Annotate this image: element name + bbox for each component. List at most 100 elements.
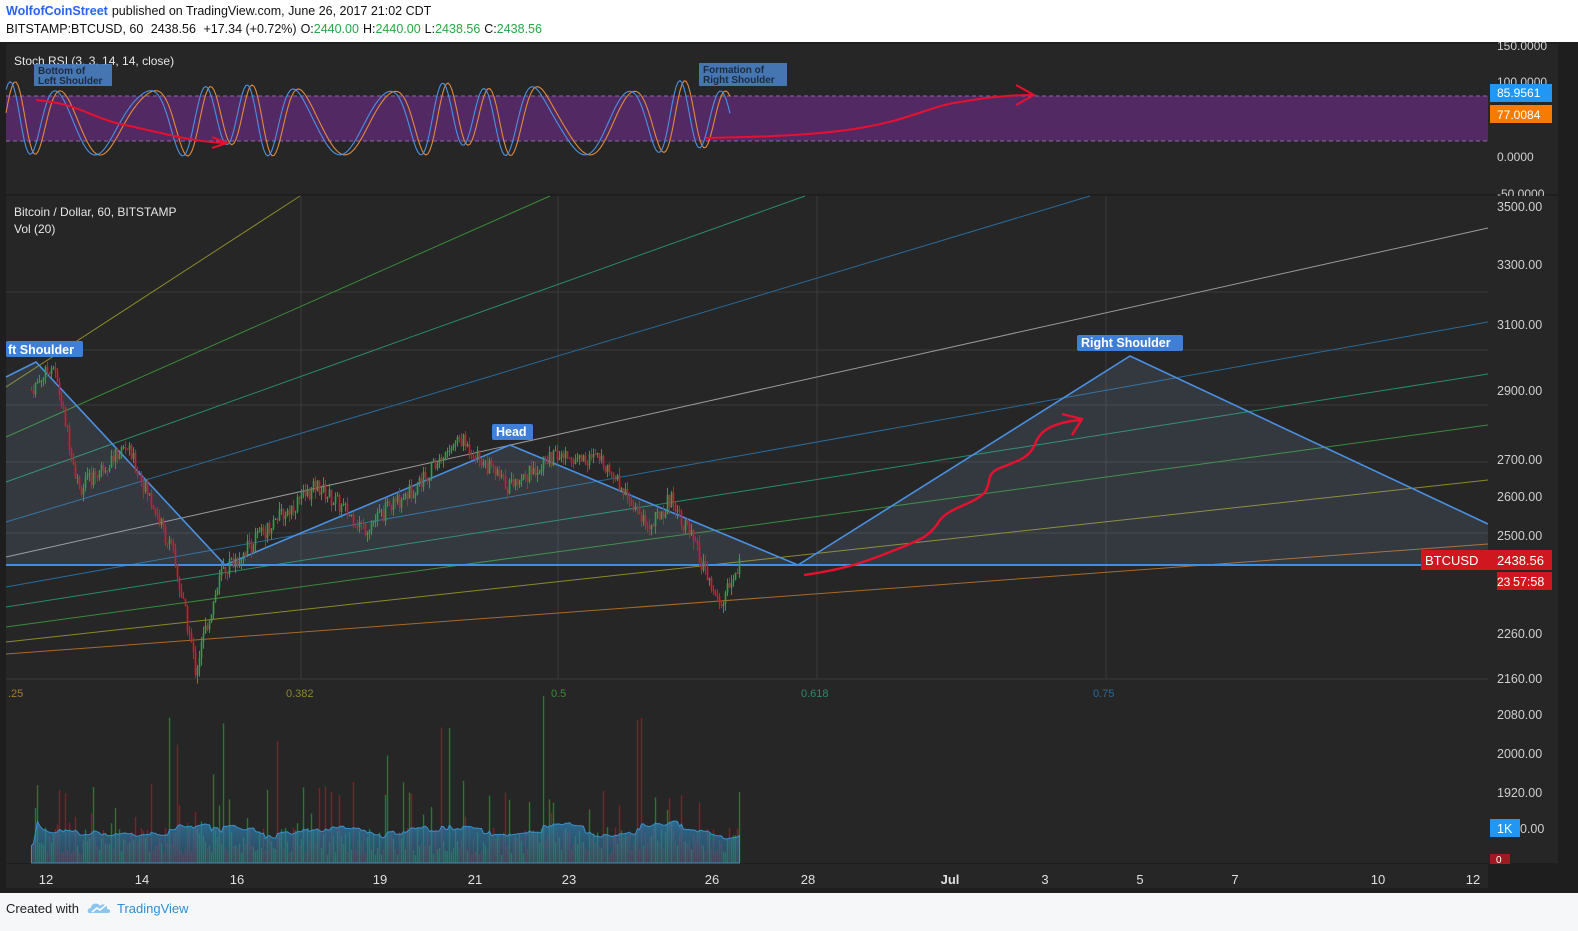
candle-body <box>632 505 635 511</box>
fib-label-618: 0.618 <box>801 688 829 700</box>
candle-body <box>30 390 33 391</box>
main-pane[interactable]: .25 0.382 0.5 0.618 0.75 ft Shoulder Hea… <box>5 195 1558 866</box>
price-tick-2600: 2600.00 <box>1497 490 1542 504</box>
x-tick-16: 16 <box>230 872 244 887</box>
x-tick-12: 12 <box>39 872 53 887</box>
candle-body <box>704 561 707 568</box>
candle-body <box>726 583 729 593</box>
right-shoulder-label[interactable]: Right Shoulder <box>1077 335 1183 351</box>
volume-bar <box>168 717 171 863</box>
candle-body <box>42 377 45 382</box>
candle-body <box>638 507 641 515</box>
candle-body <box>192 642 195 653</box>
candle-body <box>636 506 639 508</box>
candle-body <box>102 464 105 473</box>
candle-body <box>606 464 609 473</box>
candle-body <box>466 443 469 447</box>
candle-body <box>92 471 95 486</box>
candle-body <box>152 505 155 509</box>
head-label[interactable]: Head <box>492 424 533 440</box>
candle-body <box>396 495 399 502</box>
candle-body <box>174 549 177 565</box>
price-axis[interactable] <box>1488 196 1558 863</box>
candle-body <box>250 542 253 553</box>
candle-body <box>112 455 115 462</box>
candle-body <box>320 492 323 495</box>
candle-body <box>226 573 229 575</box>
candle-body <box>542 456 545 470</box>
footer: Created with TradingView <box>0 893 1578 931</box>
volume-ma-area <box>30 819 741 864</box>
volume-bar <box>384 794 387 863</box>
candle-body <box>344 503 347 505</box>
candle-body <box>634 506 637 511</box>
candle-body <box>482 462 485 466</box>
candle-body <box>428 477 431 482</box>
candle-body <box>410 484 413 498</box>
candle-body <box>124 447 127 449</box>
candle-body <box>442 458 445 461</box>
stoch-k-line <box>5 79 731 157</box>
candle-body <box>700 562 703 571</box>
author-link[interactable]: WolfofCoinStreet <box>6 4 108 18</box>
candle-body <box>502 475 505 477</box>
candle-body <box>722 603 725 606</box>
candle-body <box>114 448 117 462</box>
candle-body <box>216 587 219 595</box>
candle-body <box>254 533 257 546</box>
candle-body <box>94 471 97 477</box>
candle-body <box>72 458 75 465</box>
candle-body <box>612 472 615 478</box>
candle-body <box>40 381 43 383</box>
candle-body <box>560 453 563 458</box>
candle-body <box>536 472 539 476</box>
candle-body <box>34 382 37 395</box>
candle-body <box>134 452 137 471</box>
candle-body <box>520 479 523 482</box>
candle-body <box>392 498 395 510</box>
candle-body <box>586 463 589 466</box>
volume-bar <box>488 795 491 863</box>
candle-body <box>486 461 489 474</box>
fib-label-382: 0.382 <box>286 688 314 700</box>
stoch-pane[interactable]: Stoch RSI (3, 3, 14, 14, close) Bottom o… <box>5 42 1558 201</box>
candle-body <box>32 390 35 395</box>
candle-body <box>712 589 715 592</box>
candle-body <box>318 480 321 495</box>
candle-body <box>710 578 713 590</box>
note-right-shoulder-formation[interactable]: Formation of Right Shoulder <box>699 63 787 86</box>
candle-body <box>346 503 349 516</box>
candle-body <box>724 592 727 604</box>
candle-body <box>368 530 371 533</box>
candle-body <box>50 368 53 375</box>
volume-bar <box>504 792 507 863</box>
x-tick-28: 28 <box>801 872 815 887</box>
volume-bar <box>462 780 465 863</box>
candle-body <box>234 558 237 568</box>
candle-body <box>628 498 631 501</box>
volume-bar <box>64 793 67 863</box>
candle-body <box>82 487 85 495</box>
candle-body <box>248 540 251 543</box>
candle-body <box>648 526 651 530</box>
candle-body <box>514 479 517 487</box>
candle-body <box>362 522 365 524</box>
close-value: 2438.56 <box>496 22 542 36</box>
volume-bar <box>440 727 443 863</box>
candle-body <box>138 474 141 476</box>
tradingview-link[interactable]: TradingView <box>117 901 189 916</box>
pattern-outline <box>5 355 1489 566</box>
chart-canvas[interactable]: Stoch RSI (3, 3, 14, 14, close) Bottom o… <box>0 42 1578 893</box>
candle-body <box>468 443 471 455</box>
candle-body <box>420 477 423 487</box>
volume-bar <box>602 790 605 863</box>
candle-body <box>510 479 513 481</box>
candle-body <box>500 475 503 478</box>
candle-body <box>246 540 249 557</box>
left-shoulder-label[interactable]: ft Shoulder <box>6 341 83 357</box>
candle-body <box>616 474 619 480</box>
time-axis[interactable]: 12 14 16 19 21 23 26 28 Jul 3 5 7 10 12 <box>6 864 1488 888</box>
candle-body <box>424 471 427 478</box>
price-tick-2900: 2900.00 <box>1497 384 1542 398</box>
note-left-shoulder-bottom[interactable]: Bottom of Left Shoulder <box>34 64 112 87</box>
